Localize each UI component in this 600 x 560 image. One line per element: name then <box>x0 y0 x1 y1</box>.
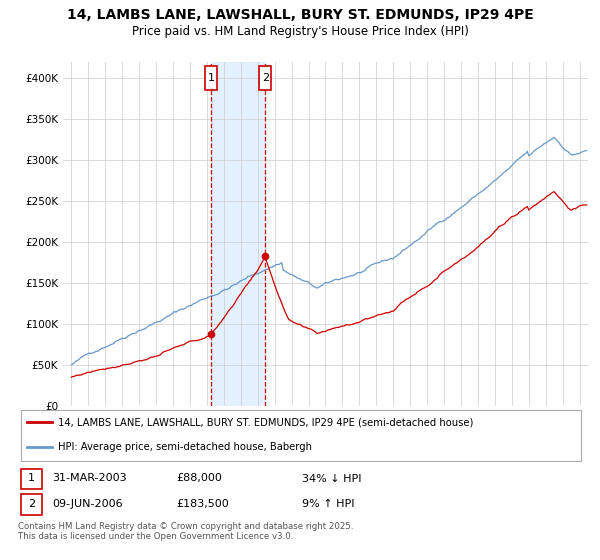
Text: £88,000: £88,000 <box>177 474 223 483</box>
Text: 31-MAR-2003: 31-MAR-2003 <box>52 474 127 483</box>
Text: 14, LAMBS LANE, LAWSHALL, BURY ST. EDMUNDS, IP29 4PE: 14, LAMBS LANE, LAWSHALL, BURY ST. EDMUN… <box>67 8 533 22</box>
Bar <box>211 62 265 406</box>
Text: 1: 1 <box>208 73 215 83</box>
Text: 14, LAMBS LANE, LAWSHALL, BURY ST. EDMUNDS, IP29 4PE (semi-detached house): 14, LAMBS LANE, LAWSHALL, BURY ST. EDMUN… <box>58 417 473 427</box>
Text: 09-JUN-2006: 09-JUN-2006 <box>52 500 122 509</box>
Text: 1: 1 <box>28 474 35 483</box>
Text: Contains HM Land Registry data © Crown copyright and database right 2025.
This d: Contains HM Land Registry data © Crown c… <box>18 522 353 542</box>
Text: 2: 2 <box>262 73 269 83</box>
FancyBboxPatch shape <box>205 66 217 90</box>
Text: 2: 2 <box>28 500 35 509</box>
Text: £183,500: £183,500 <box>177 500 230 509</box>
FancyBboxPatch shape <box>259 66 271 90</box>
Text: HPI: Average price, semi-detached house, Babergh: HPI: Average price, semi-detached house,… <box>58 442 311 452</box>
FancyBboxPatch shape <box>21 494 43 515</box>
Text: Price paid vs. HM Land Registry's House Price Index (HPI): Price paid vs. HM Land Registry's House … <box>131 25 469 38</box>
Text: 9% ↑ HPI: 9% ↑ HPI <box>302 500 354 509</box>
FancyBboxPatch shape <box>21 410 581 461</box>
FancyBboxPatch shape <box>21 469 43 489</box>
Text: 34% ↓ HPI: 34% ↓ HPI <box>302 474 361 483</box>
